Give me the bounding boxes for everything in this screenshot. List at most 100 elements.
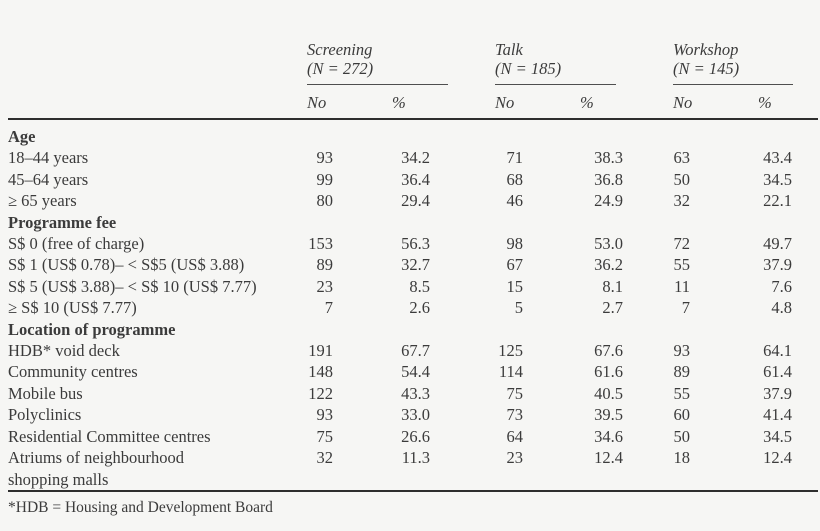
cell-pct: 12.4 bbox=[594, 448, 623, 468]
table-row: Residential Committee centres 75 26.6 64… bbox=[8, 426, 818, 447]
section-header-row: Programme fee bbox=[8, 212, 818, 233]
cell-no: 55 bbox=[673, 383, 691, 403]
cell-no: 11 bbox=[674, 276, 690, 296]
table-row: S$ 5 (US$ 3.88)– < S$ 10 (US$ 7.77) 23 8… bbox=[8, 276, 818, 297]
cell-no: 5 bbox=[514, 298, 523, 318]
section-header-row: Age bbox=[8, 119, 818, 147]
label-column-header bbox=[8, 40, 305, 85]
cell-no: 93 bbox=[673, 341, 691, 361]
cell-no: 23 bbox=[506, 448, 524, 468]
cell-pct: 22.1 bbox=[763, 191, 792, 211]
cell-no: 93 bbox=[316, 148, 334, 168]
section-header-row: Location of programme bbox=[8, 319, 818, 340]
cell-no: 18 bbox=[673, 448, 691, 468]
row-label: S$ 0 (free of charge) bbox=[8, 234, 145, 254]
group-talk: Talk (N = 185) bbox=[493, 40, 671, 85]
cell-no: 50 bbox=[673, 169, 691, 189]
footnote: *HDB = Housing and Development Board bbox=[8, 498, 273, 516]
table-row: ≥ S$ 10 (US$ 7.77) 7 2.6 5 2.7 7 4.8 bbox=[8, 297, 818, 318]
cell-pct: 41.4 bbox=[763, 405, 792, 425]
cell-no: 32 bbox=[673, 191, 691, 211]
cell-pct: 56.3 bbox=[401, 234, 430, 254]
cell-no: 98 bbox=[506, 234, 524, 254]
cell-no: 122 bbox=[308, 383, 333, 403]
row-label: ≥ 65 years bbox=[8, 191, 77, 211]
cell-pct: 2.7 bbox=[602, 298, 623, 318]
table-row: Mobile bus 122 43.3 75 40.5 55 37.9 bbox=[8, 383, 818, 404]
cell-pct: 49.7 bbox=[763, 234, 792, 254]
cell-no: 7 bbox=[681, 298, 690, 318]
table-row: ≥ 65 years 80 29.4 46 24.9 32 22.1 bbox=[8, 190, 818, 211]
cell-no: 64 bbox=[506, 426, 524, 446]
cell-pct: 24.9 bbox=[594, 191, 623, 211]
col-header-pct: % bbox=[706, 85, 818, 120]
cell-no: 148 bbox=[308, 362, 333, 382]
cell-no: 67 bbox=[506, 255, 524, 275]
row-label: Community centres bbox=[8, 362, 138, 382]
group-workshop-head: Workshop (N = 145) bbox=[673, 40, 793, 85]
cell-pct: 39.5 bbox=[594, 405, 623, 425]
cell-pct: 61.4 bbox=[763, 362, 792, 382]
cell-pct: 2.6 bbox=[409, 298, 430, 318]
table-row: Community centres 148 54.4 114 61.6 89 6… bbox=[8, 361, 818, 382]
table-row: Atriums of neighbourhood shopping malls … bbox=[8, 447, 818, 490]
cell-pct: 54.4 bbox=[401, 362, 430, 382]
cell-pct: 34.2 bbox=[401, 148, 430, 168]
cell-pct: 4.8 bbox=[771, 298, 792, 318]
row-label: Atriums of neighbourhood shopping malls bbox=[8, 448, 184, 489]
cell-no: 50 bbox=[673, 426, 691, 446]
cell-no: 89 bbox=[316, 255, 334, 275]
group-n: (N = 272) bbox=[307, 59, 374, 78]
row-label: ≥ S$ 10 (US$ 7.77) bbox=[8, 298, 137, 318]
cell-pct: 7.6 bbox=[771, 276, 792, 296]
group-workshop: Workshop (N = 145) bbox=[671, 40, 818, 85]
cell-pct: 37.9 bbox=[763, 383, 792, 403]
cell-pct: 61.6 bbox=[594, 362, 623, 382]
cell-no: 68 bbox=[506, 169, 524, 189]
programme-preferences-table: Screening (N = 272) Talk (N = 185) Worksho… bbox=[8, 40, 818, 490]
footnote-divider bbox=[8, 489, 818, 492]
col-header-no: No bbox=[493, 85, 528, 120]
table-row: S$ 1 (US$ 0.78)– < S$5 (US$ 3.88) 89 32.… bbox=[8, 254, 818, 275]
cell-pct: 11.3 bbox=[401, 448, 430, 468]
row-label: Mobile bus bbox=[8, 383, 83, 403]
cell-no: 89 bbox=[673, 362, 691, 382]
group-talk-head: Talk (N = 185) bbox=[495, 40, 616, 85]
row-label: HDB* void deck bbox=[8, 341, 120, 361]
cell-pct: 33.0 bbox=[401, 405, 430, 425]
cell-no: 75 bbox=[316, 426, 334, 446]
cell-no: 93 bbox=[316, 405, 334, 425]
cell-pct: 36.4 bbox=[401, 169, 430, 189]
cell-no: 99 bbox=[316, 169, 334, 189]
cell-pct: 40.5 bbox=[594, 383, 623, 403]
cell-no: 72 bbox=[673, 234, 691, 254]
cell-no: 32 bbox=[316, 448, 334, 468]
group-screening-head: Screening (N = 272) bbox=[307, 40, 448, 85]
cell-no: 23 bbox=[316, 276, 334, 296]
col-header-no: No bbox=[671, 85, 706, 120]
cell-pct: 36.8 bbox=[594, 169, 623, 189]
section-title: Location of programme bbox=[8, 319, 176, 339]
cell-pct: 26.6 bbox=[401, 426, 430, 446]
cell-no: 191 bbox=[308, 341, 333, 361]
cell-no: 80 bbox=[316, 191, 334, 211]
cell-pct: 67.6 bbox=[594, 341, 623, 361]
row-label: Residential Committee centres bbox=[8, 426, 211, 446]
cell-pct: 37.9 bbox=[763, 255, 792, 275]
row-label: S$ 5 (US$ 3.88)– < S$ 10 (US$ 7.77) bbox=[8, 276, 257, 296]
cell-no: 125 bbox=[498, 341, 523, 361]
cell-pct: 29.4 bbox=[401, 191, 430, 211]
group-name: Talk bbox=[495, 40, 523, 59]
cell-no: 55 bbox=[673, 255, 691, 275]
cell-pct: 38.3 bbox=[594, 148, 623, 168]
group-n: (N = 145) bbox=[673, 59, 740, 78]
table-row: S$ 0 (free of charge) 153 56.3 98 53.0 7… bbox=[8, 233, 818, 254]
cell-pct: 34.6 bbox=[594, 426, 623, 446]
table-row: HDB* void deck 191 67.7 125 67.6 93 64.1 bbox=[8, 340, 818, 361]
table-row: 45–64 years 99 36.4 68 36.8 50 34.5 bbox=[8, 169, 818, 190]
cell-no: 114 bbox=[498, 362, 523, 382]
group-header-row: Screening (N = 272) Talk (N = 185) Worksho… bbox=[8, 40, 818, 85]
cell-pct: 8.5 bbox=[409, 276, 430, 296]
cell-pct: 43.3 bbox=[401, 383, 430, 403]
cell-pct: 67.7 bbox=[401, 341, 430, 361]
